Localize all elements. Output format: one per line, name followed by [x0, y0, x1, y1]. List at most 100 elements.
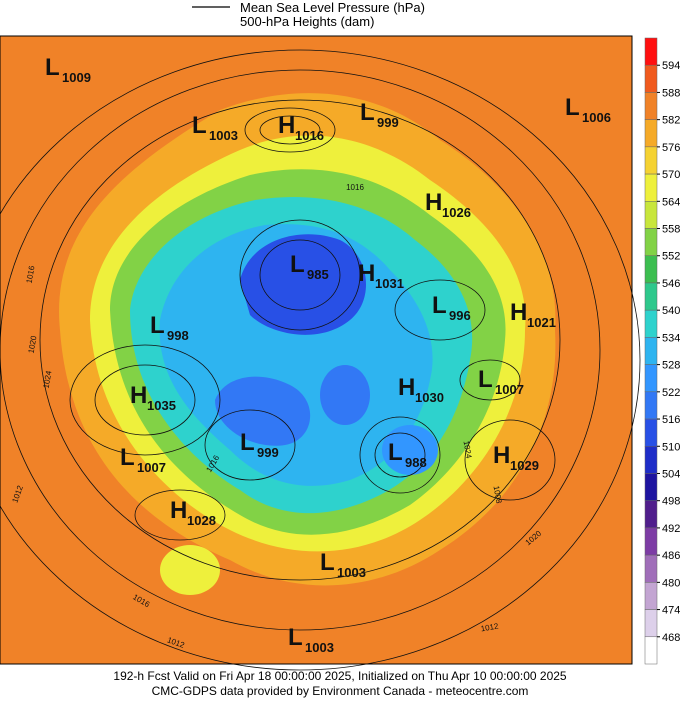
footer-line: 192-h Fcst Valid on Fri Apr 18 00:00:00 …: [113, 669, 567, 683]
colorbar-label: 534: [662, 332, 680, 344]
height-zone: [160, 545, 220, 595]
height-zone: [320, 365, 370, 425]
contour-label: 1020: [27, 334, 39, 354]
colorbar-cell: [644, 582, 658, 610]
center-letter: L: [150, 312, 165, 339]
colorbar-cell: [644, 282, 658, 311]
center-value: 988: [405, 455, 427, 470]
contour-label: 1024: [461, 440, 473, 460]
isobars: [0, 49, 641, 671]
colorbar-label: 516: [662, 414, 680, 426]
center-letter: H: [170, 497, 187, 524]
center-letter: L: [290, 251, 305, 278]
center-letter: H: [358, 260, 375, 287]
colorbar-label: 576: [662, 142, 680, 154]
center-letter: L: [388, 439, 403, 466]
colorbar-cell: [644, 64, 658, 93]
contour-label: 1024: [42, 369, 54, 389]
colorbar-label: 588: [662, 87, 680, 99]
center-value: 999: [257, 445, 279, 460]
colorbar-cell: [644, 309, 658, 338]
colorbar-cell: [644, 636, 658, 665]
center-letter: L: [432, 292, 447, 319]
center-letter: L: [192, 112, 207, 139]
center-value: 1028: [187, 513, 216, 528]
center-letter: L: [240, 429, 255, 456]
colorbar-label: 546: [662, 278, 680, 290]
legend: Mean Sea Level Pressure (hPa) 500-hPa He…: [192, 0, 425, 29]
colorbar-label: 552: [662, 251, 680, 263]
colorbar-cell: [644, 446, 658, 474]
center-value: 1030: [415, 390, 444, 405]
colorbar-label: 522: [662, 387, 680, 399]
center-letter: L: [565, 94, 580, 121]
colorbar-cell: [644, 609, 658, 638]
colorbar-cell: [644, 146, 658, 175]
colorbar-label: 498: [662, 496, 680, 508]
center-value: 1006: [582, 110, 611, 125]
colorbar: 594 588 582 576 570 564 558 552 546 540 534 528 522 5…: [644, 37, 680, 665]
contour-label: 1012: [480, 621, 500, 633]
colorbar-cell: [644, 201, 658, 229]
colorbar-cell: [644, 364, 658, 393]
center-letter: H: [493, 442, 510, 469]
center-value: 1009: [62, 70, 91, 85]
center-value: 999: [377, 115, 399, 130]
colorbar-label: 570: [662, 169, 680, 181]
colorbar-label: 540: [662, 305, 680, 317]
colorbar-label: 486: [662, 550, 680, 562]
center-value: 1031: [375, 276, 404, 291]
footer-line: CMC-GDPS data provided by Environment Ca…: [152, 684, 529, 698]
colorbar-label: 528: [662, 360, 680, 372]
center-letter: H: [278, 112, 295, 139]
center-value: 1026: [442, 205, 471, 220]
center-value: 1016: [295, 128, 324, 143]
center-letter: H: [398, 374, 415, 401]
colorbar-label: 510: [662, 441, 680, 453]
contour-label: 1016: [346, 183, 364, 192]
center-letter: L: [360, 99, 375, 126]
center-value: 998: [167, 328, 189, 343]
center-value: 996: [449, 308, 471, 323]
center-value: 985: [307, 267, 329, 282]
colorbar-label: 558: [662, 224, 680, 236]
center-letter: L: [120, 444, 135, 471]
height-zone: [240, 234, 367, 335]
legend-line-label: Mean Sea Level Pressure (hPa): [240, 0, 425, 15]
colorbar-cell: [644, 37, 658, 66]
colorbar-label: 504: [662, 468, 680, 480]
colorbar-cell: [644, 500, 658, 529]
legend-fill-label: 500-hPa Heights (dam): [240, 14, 374, 29]
center-letter: L: [288, 624, 303, 651]
center-value: 1007: [137, 460, 166, 475]
colorbar-label: 492: [662, 523, 680, 535]
colorbar-cell: [644, 473, 658, 501]
colorbar-label: 468: [662, 632, 680, 644]
colorbar-cell: [644, 527, 658, 556]
center-letter: H: [130, 382, 147, 409]
center-value: 1035: [147, 398, 176, 413]
colorbar-label: 480: [662, 577, 680, 589]
center-value: 1007: [495, 382, 524, 397]
colorbar-label: 474: [662, 605, 680, 617]
colorbar-cell: [644, 255, 658, 284]
center-letter: L: [320, 549, 335, 576]
colorbar-cell: [644, 119, 658, 148]
center-value: 1003: [305, 640, 334, 655]
colorbar-label: 582: [662, 115, 680, 127]
colorbar-cell: [644, 337, 658, 365]
map-frame: [0, 35, 633, 665]
colorbar-cell: [644, 418, 658, 447]
colorbar-cell: [644, 391, 658, 420]
center-value: 1029: [510, 458, 539, 473]
colorbar-cell: [644, 173, 658, 202]
center-letter: L: [45, 54, 60, 81]
colorbar-label: 594: [662, 60, 680, 72]
center-letter: L: [478, 366, 493, 393]
center-value: 1003: [337, 565, 366, 580]
colorbar-label: 564: [662, 196, 680, 208]
center-letter: H: [510, 299, 527, 326]
